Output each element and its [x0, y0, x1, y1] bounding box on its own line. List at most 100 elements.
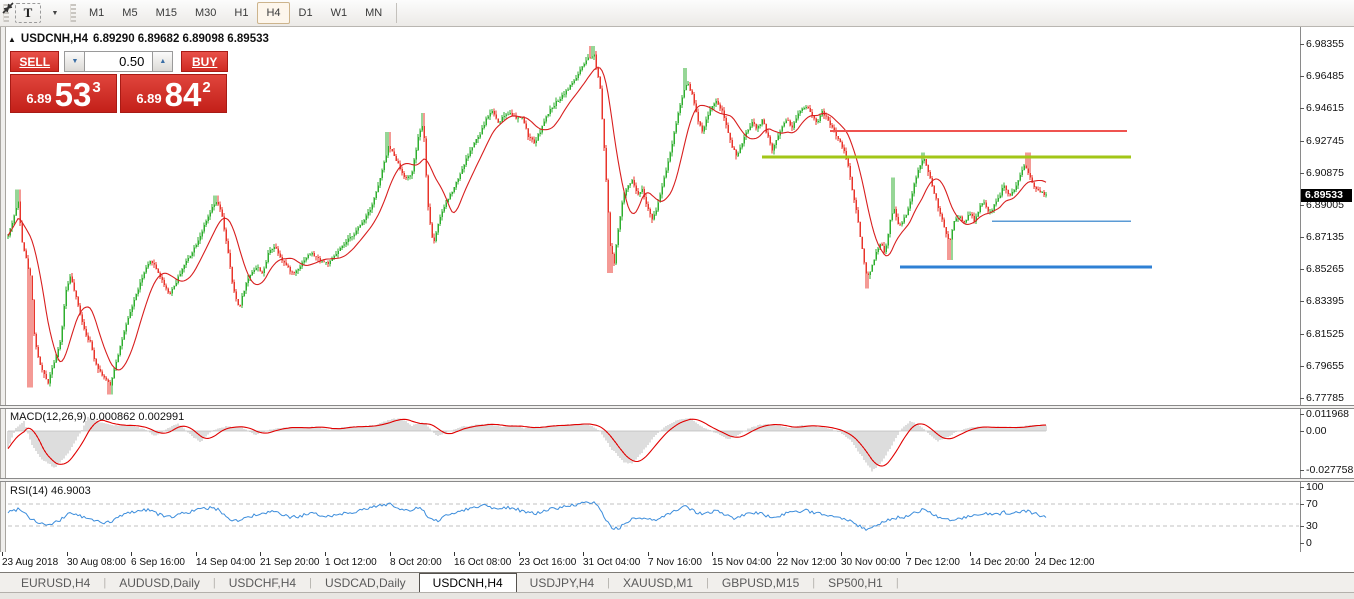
- moving-average-line: [7, 67, 1047, 371]
- chart-tab-bar: EURUSD,H4 | AUDUSD,Daily | USDCHF,H4 | USDCAD,…: [0, 572, 1354, 592]
- caret-down-icon: ▼: [51, 9, 59, 17]
- sell-price-prefix: 6.89: [26, 91, 52, 106]
- chart-tab-eurusd-h4[interactable]: EURUSD,H4: [21, 575, 91, 590]
- rsi-axis-label: 0: [1306, 537, 1312, 549]
- tab-separator: |: [895, 576, 899, 589]
- macd-axis-tick: [1300, 414, 1304, 415]
- date-label: 7 Dec 12:00: [906, 557, 960, 568]
- symbol-marker-icon: ▲: [8, 34, 16, 44]
- chart-tab-xauusd-m1[interactable]: XAUUSD,M1: [623, 575, 694, 590]
- price-axis-label: 6.89005: [1306, 199, 1344, 211]
- chart-tab-usdjpy-h4[interactable]: USDJPY,H4: [529, 575, 595, 590]
- price-axis-tick: [1300, 398, 1304, 399]
- date-label: 16 Oct 08:00: [454, 557, 512, 568]
- macd-signal-line: [7, 418, 1046, 467]
- sell-button[interactable]: SELL: [10, 51, 60, 72]
- timeframe-button-m1[interactable]: M1: [89, 7, 105, 19]
- tab-separator: |: [607, 576, 611, 589]
- chart-tab-usdchf-h4[interactable]: USDCHF,H4: [228, 575, 297, 590]
- date-label: 22 Nov 12:00: [777, 557, 837, 568]
- timeframe-button-w1[interactable]: W1: [330, 7, 348, 19]
- rsi-axis-tick: [1300, 487, 1304, 488]
- price-axis-label: 6.90875: [1306, 167, 1344, 179]
- price-axis-tick: [1300, 141, 1304, 142]
- text-tool-button[interactable]: T: [15, 3, 41, 23]
- date-tick: [260, 552, 261, 556]
- price-axis-tick: [1300, 205, 1304, 206]
- price-axis-label: 6.85265: [1306, 263, 1344, 275]
- status-strip: [0, 592, 1354, 599]
- buy-button[interactable]: BUY: [181, 51, 229, 72]
- rsi-indicator-label: RSI(14) 46.9003: [10, 485, 91, 497]
- chart-symbol-label: USDCNH,H4: [20, 33, 89, 45]
- price-axis-tick: [1300, 334, 1304, 335]
- timeframe-button-m5[interactable]: M5: [122, 7, 138, 19]
- chart-tab-usdcnh-h4[interactable]: USDCNH,H4: [418, 573, 517, 592]
- timeframe-button-m15[interactable]: M15: [155, 7, 177, 19]
- window-left-frame: [0, 27, 6, 592]
- panel-separator-macd[interactable]: [0, 405, 1354, 409]
- chart-tab-usdcad-daily[interactable]: USDCAD,Daily: [324, 575, 406, 590]
- sell-price-display[interactable]: 6.89 53 3: [10, 74, 117, 113]
- date-tick: [1035, 552, 1036, 556]
- price-axis-label: 6.98355: [1306, 38, 1344, 50]
- panel-separator-rsi[interactable]: [0, 478, 1354, 482]
- buy-price-pip: 2: [202, 79, 211, 96]
- date-tick: [67, 552, 68, 556]
- price-axis-label: 6.81525: [1306, 328, 1344, 340]
- date-tick: [841, 552, 842, 556]
- timeframe-button-m30[interactable]: M30: [194, 7, 217, 19]
- arrows-icon: [2, 2, 14, 14]
- volume-input[interactable]: 0.50: [85, 51, 153, 72]
- rsi-axis-tick: [1300, 543, 1304, 544]
- price-axis-label: 6.92745: [1306, 135, 1344, 147]
- rsi-line: [7, 501, 1047, 531]
- buy-price-main: 84: [164, 76, 202, 113]
- tab-separator: |: [309, 576, 312, 589]
- candles: [7, 45, 1047, 395]
- price-axis-label: 6.96485: [1306, 70, 1344, 82]
- sell-price-main: 53: [54, 76, 92, 113]
- timeframe-button-h1[interactable]: H1: [234, 7, 249, 19]
- buy-price-display[interactable]: 6.89 84 2: [120, 74, 227, 113]
- macd-axis-label: 0.00: [1306, 425, 1327, 437]
- timeframe-button-d1[interactable]: D1: [298, 7, 313, 19]
- date-tick: [2, 552, 3, 556]
- date-tick: [970, 552, 971, 556]
- price-axis-tick: [1300, 366, 1304, 367]
- date-axis[interactable]: 23 Aug 2018 30 Aug 08:00 6 Sep 16:00 14 Sep…: [0, 552, 1354, 572]
- date-label: 14 Sep 04:00: [196, 557, 256, 568]
- chart-window: ▲ USDCNH,H4 6.89290 6.89682 6.89098 6.89…: [0, 27, 1354, 592]
- macd-indicator-label: MACD(12,26,9) 0.000862 0.002991: [10, 411, 185, 423]
- date-label: 8 Oct 20:00: [390, 557, 442, 568]
- price-axis-tick: [1300, 269, 1304, 270]
- price-chart-canvas[interactable]: [0, 27, 1354, 592]
- volume-decrease-button[interactable]: ▼: [64, 51, 86, 72]
- timeframe-button-mn[interactable]: MN: [365, 7, 383, 19]
- price-axis-label: 6.77785: [1306, 392, 1344, 404]
- date-label: 6 Sep 16:00: [131, 557, 185, 568]
- date-label: 30 Aug 08:00: [67, 557, 126, 568]
- date-label: 24 Dec 12:00: [1035, 557, 1095, 568]
- chart-tab-gbpusd-m15[interactable]: GBPUSD,M15: [721, 575, 800, 590]
- timeframe-button-h4[interactable]: H4: [257, 2, 290, 24]
- date-tick: [712, 552, 713, 556]
- date-tick: [131, 552, 132, 556]
- sell-price-pip: 3: [92, 79, 101, 96]
- rsi-axis-label: 70: [1306, 498, 1318, 510]
- tab-separator: |: [706, 576, 709, 589]
- chart-tab-audusd-daily[interactable]: AUDUSD,Daily: [119, 575, 200, 590]
- date-tick: [777, 552, 778, 556]
- price-axis-label: 6.94615: [1306, 102, 1344, 114]
- macd-histogram: [7, 416, 1047, 472]
- chart-tab-sp500-h1[interactable]: SP500,H1: [828, 575, 883, 590]
- volume-increase-button[interactable]: ▲: [152, 51, 174, 72]
- price-axis-tick: [1300, 44, 1304, 45]
- toolbar-separator: [396, 3, 398, 23]
- price-axis-tick: [1300, 173, 1304, 174]
- arrows-tool-button[interactable]: ▼: [2, 1, 67, 25]
- date-tick: [454, 552, 455, 556]
- chart-ohlc-values: 6.89290 6.89682 6.89098 6.89533: [93, 33, 269, 45]
- top-toolbar: T ▼ M1 M5 M15 M30 H1 H4 D1 W1 MN: [0, 0, 1354, 27]
- current-price-tag: 6.89533: [1301, 189, 1352, 202]
